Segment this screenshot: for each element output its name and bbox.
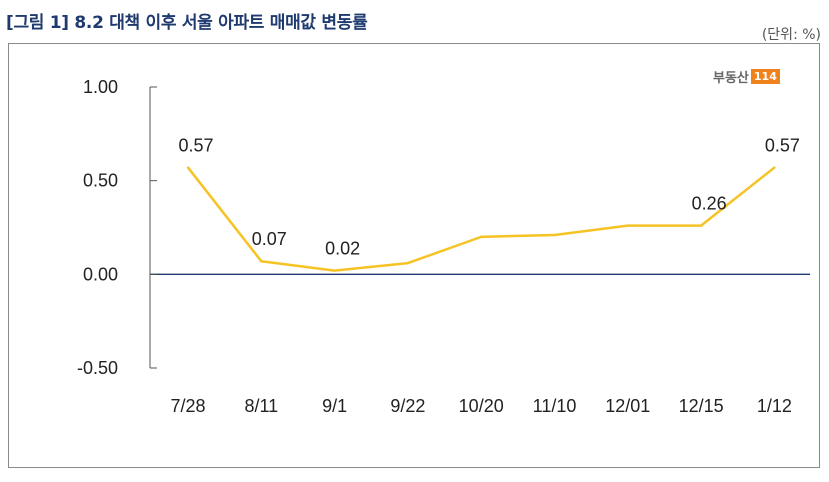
data-label: 0.57	[765, 136, 800, 156]
logo: 부동산 114	[713, 67, 780, 86]
logo-badge: 114	[750, 69, 780, 84]
data-point	[333, 269, 336, 272]
x-tick-label: 8/11	[244, 396, 278, 416]
chart-title: [그림 1] 8.2 대책 이후 서울 아파트 매매값 변동률	[6, 13, 368, 33]
x-tick-label: 11/10	[533, 396, 577, 416]
y-tick-label: 0.00	[83, 264, 118, 284]
data-label: 0.02	[325, 239, 360, 259]
data-point	[626, 224, 629, 227]
series-line	[187, 166, 776, 272]
data-labels: 0.57 0.07 0.02 0.26 0.57	[178, 136, 799, 259]
data-label: 0.07	[252, 229, 287, 249]
data-point	[480, 235, 483, 239]
y-tick-label: 1.00	[83, 77, 118, 97]
x-tick-label: 9/1	[322, 396, 347, 416]
data-label: 0.26	[692, 194, 727, 214]
data-point	[260, 260, 263, 263]
data-point	[553, 233, 556, 237]
x-tick-label: 7/28	[170, 396, 205, 416]
data-point	[699, 224, 703, 227]
x-tick-label: 10/20	[459, 396, 504, 416]
y-tick-label: 0.50	[83, 171, 118, 191]
data-label: 0.57	[178, 136, 213, 156]
data-points	[186, 166, 776, 272]
unit-label: (단위: %)	[761, 27, 821, 43]
x-tick-label: 9/22	[390, 396, 425, 416]
x-ticks: 7/28 8/11 9/1 9/22 10/20 11/10 12/01 12/15 1/12	[170, 396, 791, 416]
x-tick-label: 12/01	[605, 396, 650, 416]
data-point	[773, 166, 776, 169]
x-tick-label: 1/12	[757, 396, 792, 416]
y-tick-label: -0.50	[77, 358, 118, 378]
data-point	[406, 261, 410, 265]
chart-frame	[8, 43, 820, 468]
x-tick-label: 12/15	[679, 396, 724, 416]
data-point	[186, 166, 190, 169]
logo-text: 부동산	[713, 71, 749, 86]
y-ticks: 1.00 0.50 0.00 -0.50	[77, 77, 157, 378]
